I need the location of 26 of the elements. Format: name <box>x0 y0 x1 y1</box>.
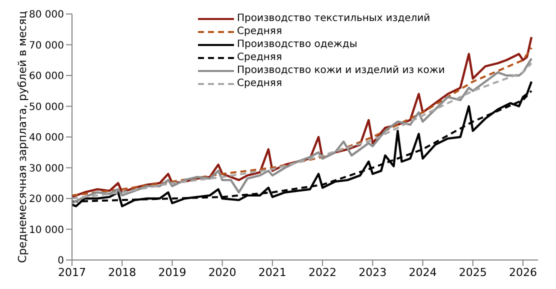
x-tick-label: 2020 <box>208 266 236 279</box>
legend-label: Производство кожи и изделий из кожи <box>237 64 445 77</box>
legend-label: Производство одежды <box>237 38 358 51</box>
y-tick-label: 10 000 <box>29 224 64 236</box>
y-tick-label: 0 <box>58 256 64 267</box>
y-tick-label: 50 000 <box>29 102 64 113</box>
y-tick-label: 40 000 <box>29 132 64 144</box>
legend-label: Средняя <box>237 77 282 90</box>
x-tick-label: 2018 <box>108 266 136 279</box>
y-axis-title: Среднемесячная зарплата, рублей в месяц <box>16 11 29 263</box>
x-tick-label: 2026 <box>508 266 537 279</box>
x-tick-label: 2023 <box>358 266 387 279</box>
y-tick-label: 70 000 <box>29 40 64 52</box>
legend-label: Производство текстильных изделий <box>237 12 430 25</box>
x-tick-label: 2017 <box>58 266 86 279</box>
x-tick-label: 2019 <box>158 266 186 279</box>
legend-label: Средняя <box>237 25 282 38</box>
x-tick-label: 2021 <box>258 266 286 279</box>
y-tick-label: 30 000 <box>29 163 64 174</box>
legend-label: Средняя <box>237 51 282 64</box>
y-tick-label: 60 000 <box>29 71 64 82</box>
y-tick-label: 80 000 <box>29 10 64 21</box>
x-tick-label: 2025 <box>458 266 487 279</box>
y-tick-label: 20 000 <box>29 194 64 206</box>
x-tick-label: 2024 <box>408 266 437 279</box>
x-tick-label: 2022 <box>308 266 337 279</box>
